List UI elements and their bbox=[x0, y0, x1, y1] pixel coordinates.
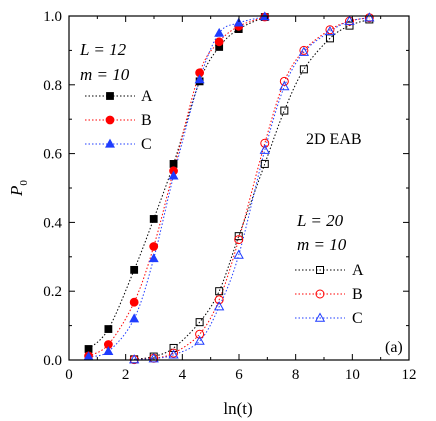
data-point-l12-c bbox=[233, 17, 244, 27]
y-axis-label: P0 bbox=[7, 180, 30, 197]
legend-l20-title-l: L = 20 bbox=[296, 211, 344, 230]
data-point-l12-a bbox=[130, 265, 139, 274]
data-point-l12-b bbox=[214, 37, 224, 47]
data-point-l20-c bbox=[129, 354, 140, 364]
x-tick-label: 10 bbox=[345, 367, 360, 383]
data-point-l20-b bbox=[325, 25, 335, 35]
data-point-l20-a bbox=[169, 343, 178, 352]
data-point-l12-c bbox=[214, 27, 225, 37]
legend-l12-title-l: L = 12 bbox=[79, 40, 127, 59]
y-tick-label: 0.6 bbox=[43, 147, 62, 163]
data-point-l12-c bbox=[148, 253, 159, 263]
data-point-l12-b bbox=[149, 242, 159, 251]
fit-curve-l20-c bbox=[134, 17, 370, 361]
y-tick-label: 1.0 bbox=[43, 9, 62, 25]
x-tick-label: 2 bbox=[122, 367, 130, 383]
y-tick-label: 0.4 bbox=[43, 215, 62, 231]
data-point-l20-c bbox=[148, 353, 159, 363]
annotation-2d-eab: 2D EAB bbox=[306, 131, 362, 148]
y-tick-label: 0.2 bbox=[43, 284, 62, 300]
data-point-l20-b bbox=[260, 138, 270, 148]
data-point-l20-a bbox=[280, 106, 289, 115]
x-tick-label: 6 bbox=[235, 367, 243, 383]
legend-label-b: B bbox=[141, 112, 152, 129]
data-point-l20-a bbox=[195, 318, 204, 327]
y-axis-label-sub: 0 bbox=[18, 180, 30, 186]
legend-marker-c bbox=[314, 312, 326, 322]
x-axis-label: ln(t) bbox=[223, 399, 252, 418]
data-point-l20-a bbox=[345, 21, 354, 30]
fit-curve-l12-a bbox=[88, 16, 265, 350]
legend-marker-a bbox=[316, 266, 324, 274]
data-point-l12-a bbox=[149, 215, 158, 223]
data-point-l12-c bbox=[103, 346, 114, 356]
data-point-l20-c bbox=[298, 46, 310, 56]
legend-l12-title-m: m = 10 bbox=[80, 65, 130, 84]
legend-l12-entries: ABC bbox=[85, 88, 153, 153]
data-point-l20-b bbox=[214, 295, 224, 305]
legend-marker-a bbox=[106, 92, 114, 100]
x-tick-label: 8 bbox=[292, 367, 300, 383]
legend-l20-entries: ABC bbox=[295, 262, 364, 327]
legend-l20-title-m: m = 10 bbox=[297, 235, 347, 254]
data-point-l12-c bbox=[129, 313, 140, 323]
data-point-l20-a bbox=[215, 287, 224, 296]
legend-label-c: C bbox=[352, 310, 363, 327]
data-point-l20-c bbox=[259, 144, 270, 154]
legend-l12: L = 12 m = 10 ABC bbox=[79, 40, 153, 153]
y-axis-label-main: P bbox=[7, 186, 26, 197]
legend-marker-c bbox=[105, 138, 115, 148]
data-point-l20-c bbox=[194, 335, 205, 345]
fit-curve-l20-a bbox=[134, 18, 370, 360]
data-point-l20-b bbox=[279, 76, 289, 86]
data-point-l12-a bbox=[104, 325, 113, 333]
data-point-l12-c bbox=[168, 170, 179, 180]
axis-ticks bbox=[68, 15, 410, 361]
data-point-l20-b bbox=[169, 348, 179, 358]
fit-curve-l20-b bbox=[134, 17, 370, 361]
data-point-l20-a bbox=[299, 65, 308, 74]
x-tick-label: 4 bbox=[179, 367, 187, 383]
data-point-l20-b bbox=[234, 235, 244, 245]
data-point-l20-b bbox=[195, 329, 205, 339]
legend-label-b: B bbox=[352, 286, 363, 303]
data-point-l20-b bbox=[299, 45, 309, 55]
fit-curves bbox=[88, 16, 370, 361]
legend-label-a: A bbox=[352, 262, 364, 279]
data-point-l20-c bbox=[214, 301, 225, 311]
legend-label-a: A bbox=[141, 88, 153, 105]
y-tick-label: 0.0 bbox=[43, 353, 62, 369]
data-point-l20-a bbox=[234, 232, 243, 241]
y-tick-label: 0.8 bbox=[43, 78, 62, 94]
data-point-l12-b bbox=[129, 297, 139, 307]
x-tick-label: 0 bbox=[65, 367, 73, 383]
panel-label: (a) bbox=[385, 339, 403, 356]
x-tick-label: 12 bbox=[402, 367, 417, 383]
legend-l20: L = 20 m = 10 ABC bbox=[295, 211, 364, 327]
data-point-l12-c bbox=[194, 74, 205, 84]
legend-marker-b bbox=[105, 115, 115, 125]
data-point-l20-c bbox=[344, 15, 355, 25]
data-point-l20-c bbox=[324, 25, 336, 36]
legend-label-c: C bbox=[141, 136, 152, 153]
data-point-l12-a bbox=[169, 160, 178, 168]
data-point-l20-c bbox=[279, 80, 290, 91]
data-point-l20-c bbox=[168, 349, 179, 359]
data-point-l20-c bbox=[364, 12, 375, 22]
legend-marker-b bbox=[315, 289, 325, 299]
data-point-l20-a bbox=[260, 159, 269, 168]
data-point-l20-c bbox=[233, 249, 244, 259]
tick-labels: 0 2 4 6 8 10 12 0.0 0.2 0.4 0.6 0.8 1.0 bbox=[43, 9, 416, 383]
